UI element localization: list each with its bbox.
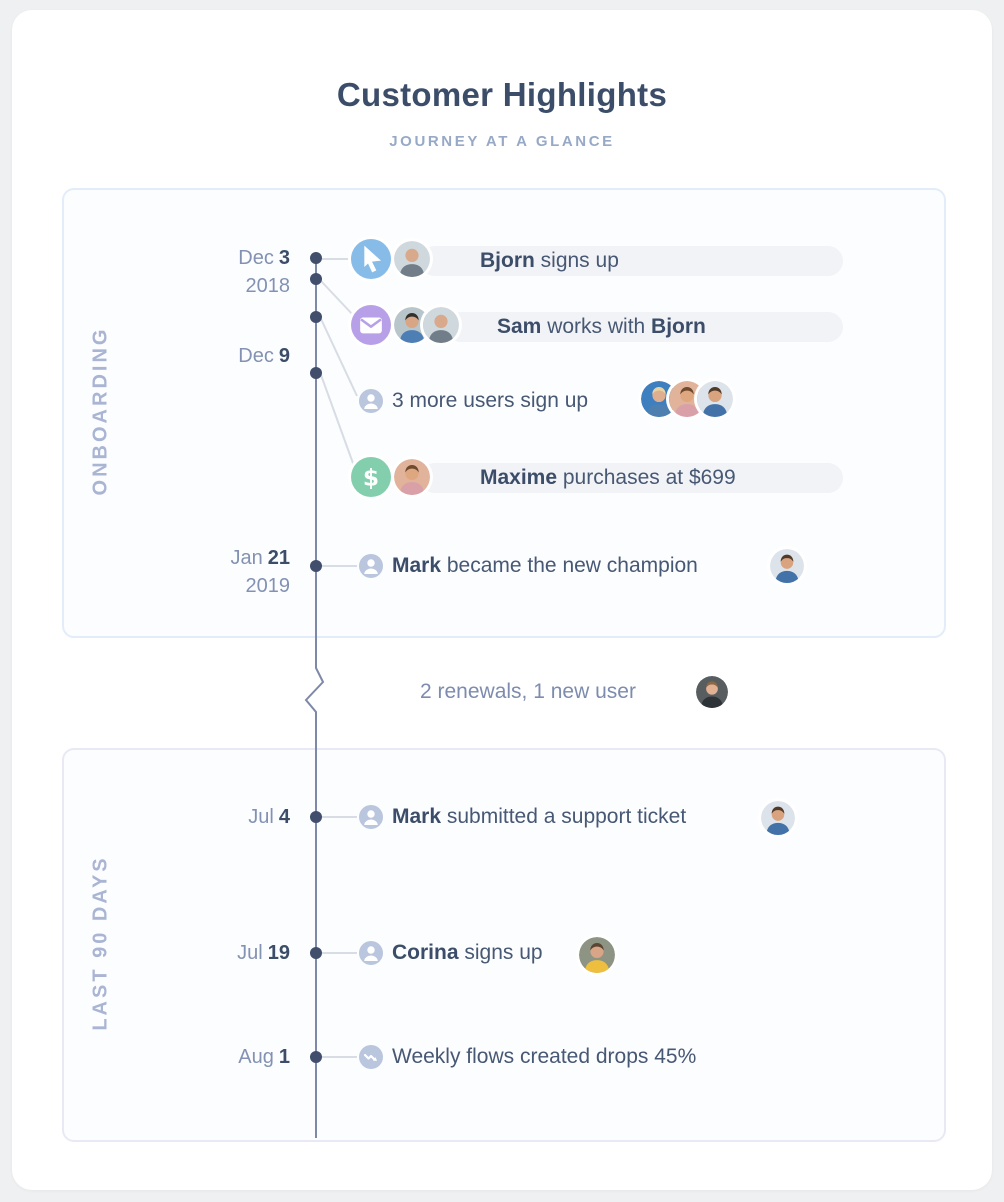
avatar-bjorn[interactable] [394,241,430,277]
event-highlight-pill [420,246,843,276]
user-icon [359,554,383,578]
avatar-user-1[interactable] [641,381,677,417]
date-jan-21-2019: Jan 21 2019 [140,544,291,600]
event-text: Weekly flows created drops 45% [392,1045,697,1068]
date-jul-19: Jul 19 [140,939,290,967]
event-more-users-signup[interactable]: 3 more users sign up [392,386,588,416]
svg-text:$: $ [363,463,379,491]
event-text: 3 more users sign up [392,389,589,412]
event-corina-signup[interactable]: Corina signs up [392,938,543,968]
event-highlight-pill [420,463,843,493]
event-text: submitted a support ticket [441,805,687,828]
trend-down-icon [359,1045,383,1069]
avatar-new-user[interactable] [696,676,728,708]
section-label-last-90-days: LAST 90 DAYS [89,855,112,1031]
date-day: 21 [267,547,290,569]
date-month: Jan [230,547,263,569]
event-person-name: Bjorn [480,249,535,272]
date-jul-4: Jul 4 [140,803,290,831]
date-month: Dec [238,345,274,367]
page-title: Customer Highlights [336,76,668,113]
date-dec-3-2018: Dec 3 2018 [140,244,290,300]
event-mark-support-ticket[interactable]: Mark submitted a support ticket [392,802,686,832]
envelope-icon [351,305,391,345]
avatar-bjorn[interactable] [423,307,459,343]
event-text: signs up [458,941,543,964]
event-sam-works-with-bjorn[interactable]: Sam works with Bjorn [497,312,706,342]
date-day: 3 [278,247,290,269]
date-day: 4 [278,806,290,828]
avatar-corina[interactable] [579,937,615,973]
event-maxime-purchase[interactable]: Maxime purchases at $699 [480,463,736,493]
event-mark-champion[interactable]: Mark became the new champion [392,551,698,581]
event-text: signs up [534,249,619,272]
date-day: 9 [278,345,290,367]
avatar-sam[interactable] [394,307,430,343]
avatar-user-2[interactable] [669,381,705,417]
user-icon [359,805,383,829]
interlude-summary[interactable]: 2 renewals, 1 new user [420,677,636,707]
event-weekly-flows-drop[interactable]: Weekly flows created drops 45% [392,1042,696,1072]
interlude-text: 2 renewals, 1 new user [420,680,636,703]
event-bjorn-signup[interactable]: Bjorn signs up [480,246,619,276]
user-icon [359,389,383,413]
date-month: Jul [248,806,274,828]
dollar-icon: $ [351,457,391,497]
event-person-name: Bjorn [651,315,706,338]
event-highlight-pill [446,312,843,342]
page-subtitle: JOURNEY AT A GLANCE [389,133,615,150]
event-person-name: Corina [392,941,459,964]
event-person-name: Sam [497,315,542,338]
event-person-name: Maxime [480,466,558,489]
date-month: Jul [237,942,263,964]
date-aug-1: Aug 1 [140,1043,290,1071]
date-month: Aug [238,1046,274,1068]
event-text: became the new champion [441,554,698,577]
event-text: purchases at $699 [557,466,736,489]
date-day: 19 [267,942,290,964]
date-dec-9: Dec 9 [140,342,290,370]
date-day: 1 [278,1046,290,1068]
avatar-mark[interactable] [761,801,795,835]
section-label-onboarding: ONBOARDING [89,326,112,496]
cursor-icon [351,239,391,279]
avatar-user-3[interactable] [697,381,733,417]
date-year: 2019 [245,575,291,597]
date-year: 2018 [245,275,291,297]
event-person-name: Mark [392,554,442,577]
event-person-name: Mark [392,805,442,828]
event-text: works with [541,315,652,338]
avatar-mark[interactable] [770,549,804,583]
section-last-90-days [62,748,946,1142]
user-icon [359,941,383,965]
date-month: Dec [238,247,274,269]
avatar-maxime[interactable] [394,459,430,495]
